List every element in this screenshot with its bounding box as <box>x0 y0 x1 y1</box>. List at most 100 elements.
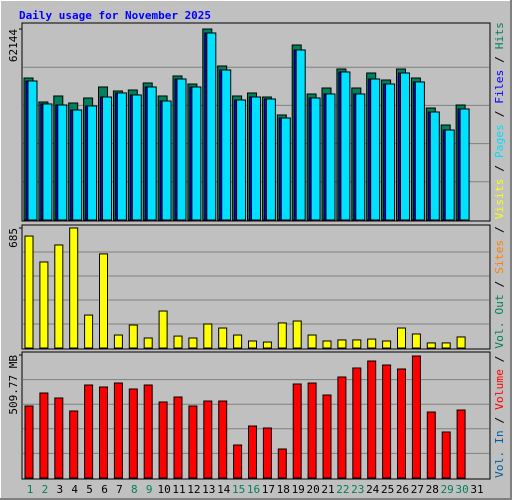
bar <box>102 96 112 221</box>
bar <box>128 388 138 479</box>
x-tick-label: 31 <box>470 483 483 496</box>
bar <box>426 342 436 349</box>
x-tick-label: 24 <box>366 483 380 496</box>
bar <box>355 93 366 221</box>
legend-separator: / <box>493 349 506 369</box>
bar <box>352 367 362 479</box>
chart-title: Daily usage for November 2025 <box>19 9 211 22</box>
bar <box>84 314 94 349</box>
bar <box>411 355 421 479</box>
bar <box>146 86 157 221</box>
x-tick-label: 16 <box>247 483 260 496</box>
bar <box>307 382 317 479</box>
bar <box>158 310 168 349</box>
bar <box>325 93 336 221</box>
bar <box>236 99 247 221</box>
bar <box>459 108 470 221</box>
bar <box>426 411 436 479</box>
x-tick-label: 21 <box>321 483 334 496</box>
bar <box>352 339 362 349</box>
legend-entry: Hits <box>493 22 506 49</box>
y-max-label: 509.77 MB <box>7 355 20 415</box>
bar <box>456 336 466 349</box>
legend-separator: / <box>493 410 506 430</box>
x-tick-label: 27 <box>411 483 424 496</box>
x-tick-label: 30 <box>455 483 468 496</box>
bar <box>113 382 123 479</box>
x-tick-label: 20 <box>306 483 319 496</box>
bar <box>69 410 79 479</box>
legend-separator: / <box>493 158 506 178</box>
bar <box>367 338 377 349</box>
x-tick-label: 17 <box>262 483 275 496</box>
x-tick-label: 28 <box>426 483 439 496</box>
bar <box>173 335 183 349</box>
bar <box>233 334 243 349</box>
bar <box>411 333 421 349</box>
bar <box>322 340 332 349</box>
bar <box>310 97 321 221</box>
bar <box>143 384 153 479</box>
legend-entry: Visits <box>493 179 506 220</box>
bar <box>69 227 79 349</box>
bar <box>57 104 68 221</box>
bar <box>277 322 287 349</box>
bar <box>161 100 172 221</box>
bar <box>27 80 38 221</box>
bar <box>307 334 317 349</box>
x-tick-label: 11 <box>172 483 185 496</box>
x-tick-label: 9 <box>146 483 153 496</box>
bar <box>262 427 272 479</box>
legend-separator: / <box>493 49 506 69</box>
legend-separator: / <box>493 104 506 124</box>
bar <box>87 105 98 221</box>
bar <box>370 78 381 221</box>
bar <box>72 109 83 221</box>
x-tick-label: 10 <box>157 483 170 496</box>
bar <box>251 96 261 221</box>
legend-entry: Volume <box>493 369 506 410</box>
x-tick-label: 2 <box>42 483 49 496</box>
bar <box>24 405 34 479</box>
bar <box>233 444 243 479</box>
bar <box>295 49 306 221</box>
bar <box>280 117 291 221</box>
bar <box>400 72 410 221</box>
bar <box>191 86 202 221</box>
bar <box>340 71 351 221</box>
bar <box>188 337 198 349</box>
x-tick-label: 19 <box>292 483 305 496</box>
bar <box>42 103 53 221</box>
bar <box>221 69 232 221</box>
legend-entry: Vol. In <box>493 430 506 478</box>
bar <box>414 81 425 221</box>
x-tick-label: 3 <box>56 483 63 496</box>
x-tick-label: 12 <box>187 483 200 496</box>
bar <box>265 98 276 221</box>
x-tick-label: 29 <box>441 483 454 496</box>
x-tick-label: 14 <box>217 483 231 496</box>
bar <box>429 111 440 221</box>
legend-entry: Files <box>493 70 506 104</box>
bar <box>382 340 392 349</box>
bar <box>218 327 228 349</box>
bar <box>397 368 406 479</box>
x-tick-label: 7 <box>116 483 123 496</box>
bar <box>441 431 451 479</box>
bar <box>188 405 198 479</box>
bar <box>206 32 217 221</box>
bar <box>367 360 377 479</box>
legend-separator: / <box>493 219 506 239</box>
legend-entry: Vol. Out <box>493 294 506 348</box>
bar <box>248 340 257 349</box>
bar <box>203 400 213 479</box>
bar <box>292 320 302 349</box>
bar <box>54 397 64 479</box>
x-tick-label: 4 <box>71 483 78 496</box>
bar <box>173 396 183 479</box>
bar <box>39 261 49 349</box>
bar <box>116 92 127 221</box>
y-max-label: 62144 <box>7 29 20 62</box>
x-tick-label: 5 <box>86 483 93 496</box>
